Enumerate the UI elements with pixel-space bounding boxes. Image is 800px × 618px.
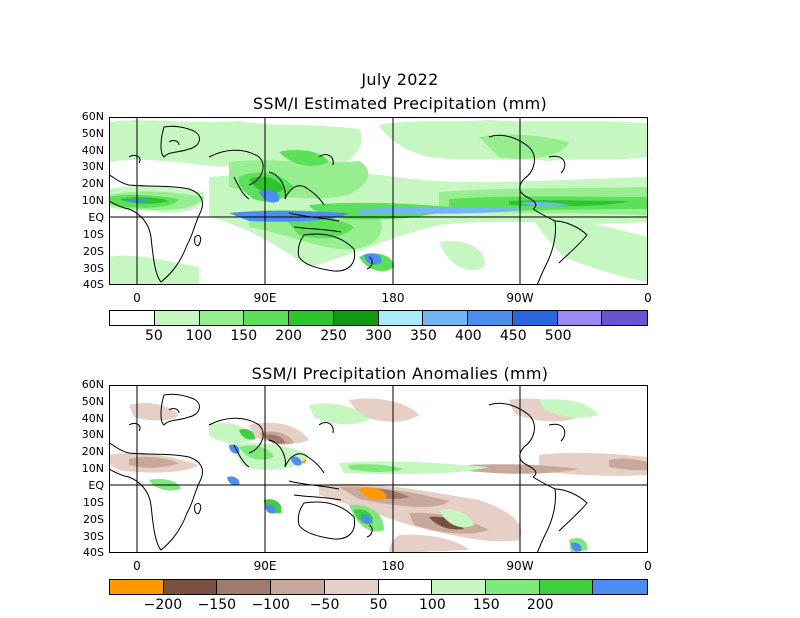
colorbar-swatch (110, 311, 155, 325)
precip-map-title: SSM/I Estimated Precipitation (mm) (252, 94, 548, 113)
coastlines (109, 125, 588, 285)
colorbar-label: −100 (251, 597, 290, 613)
grid-lines (109, 117, 648, 285)
colorbar-swatch (333, 311, 379, 325)
lat-label: 20N (81, 445, 104, 458)
colorbar-swatch (423, 311, 468, 325)
colorbar-label: 150 (472, 597, 500, 613)
colorbar-swatch (485, 580, 540, 594)
colorbar-label: 400 (454, 328, 482, 344)
lat-label: 20S (83, 245, 104, 258)
lat-label: 10N (81, 194, 104, 207)
colorbar-swatch (602, 311, 647, 325)
lon-label: 0 (644, 559, 652, 573)
colorbar-swatch (557, 311, 603, 325)
colorbar-label: −150 (197, 597, 237, 613)
colorbar-swatch (539, 580, 594, 594)
precipitation-shading (109, 120, 648, 285)
lat-label: 50N (81, 395, 104, 408)
lat-label: EQ (88, 479, 104, 492)
colorbar-label: 100 (419, 597, 446, 613)
anomaly-colorbar (109, 579, 648, 595)
colorbar-swatch (324, 580, 379, 594)
colorbar-swatch (593, 580, 648, 594)
colorbar-swatch (199, 311, 245, 325)
colorbar-label: 150 (230, 328, 258, 344)
colorbar-swatch (154, 311, 200, 325)
lat-label: 30N (81, 428, 104, 441)
lat-label: 30S (83, 262, 104, 275)
colorbar-label: 50 (369, 597, 388, 613)
lat-label: 50N (81, 127, 104, 140)
precipitation-colorbar (109, 310, 648, 326)
lat-label: EQ (88, 211, 104, 224)
lat-label: 30S (83, 530, 104, 543)
anomaly-map-title: SSM/I Precipitation Anomalies (mm) (251, 364, 549, 383)
coastlines (109, 393, 588, 553)
colorbar-swatch (289, 311, 334, 325)
lat-label: 40N (81, 412, 104, 425)
colorbar-swatch (271, 580, 325, 594)
lat-label: 10S (83, 228, 104, 241)
anomaly-shading (109, 398, 648, 553)
lon-label: 90E (253, 559, 277, 573)
colorbar-label: 50 (144, 328, 163, 344)
colorbar-label: 450 (499, 328, 527, 344)
colorbar-swatch (468, 311, 513, 325)
colorbar-label: 250 (320, 328, 347, 344)
colorbar-label: 200 (526, 597, 554, 613)
colorbar-swatch (217, 580, 272, 594)
date-title: July 2022 (361, 70, 439, 89)
lat-label: 40S (83, 278, 104, 291)
grid-lines (109, 385, 648, 553)
anomaly-map (109, 385, 648, 553)
colorbar-swatch (244, 311, 289, 325)
lat-label: 10S (83, 496, 104, 509)
colorbar-swatch (110, 580, 164, 594)
colorbar-swatch (378, 580, 433, 594)
colorbar-swatch (378, 311, 424, 325)
precipitation-map (109, 117, 648, 285)
lat-label: 30N (81, 160, 104, 173)
colorbar-swatch (163, 580, 218, 594)
colorbar-label: 300 (365, 328, 392, 344)
colorbar-label: −50 (309, 597, 340, 613)
colorbar-label: 200 (275, 328, 303, 344)
lon-label: 0 (133, 559, 141, 573)
lat-label: 40N (81, 144, 104, 157)
colorbar-label: 350 (410, 328, 437, 344)
lat-label: 40S (83, 546, 104, 559)
lat-label: 60N (81, 110, 104, 123)
colorbar-label: −200 (143, 597, 183, 613)
lat-label: 60N (81, 378, 104, 391)
colorbar-label: 500 (544, 328, 572, 344)
lon-label: 180 (381, 559, 405, 573)
lon-label: 180 (381, 291, 405, 305)
lon-label: 90W (506, 559, 534, 573)
lon-label: 90W (506, 291, 534, 305)
lat-label: 20S (83, 513, 104, 526)
lon-label: 90E (253, 291, 277, 305)
lat-label: 10N (81, 462, 104, 475)
colorbar-label: 100 (185, 328, 213, 344)
colorbar-swatch (512, 311, 558, 325)
lat-label: 20N (81, 177, 104, 190)
colorbar-swatch (432, 580, 486, 594)
lon-label: 0 (644, 291, 652, 305)
lon-label: 0 (133, 291, 141, 305)
